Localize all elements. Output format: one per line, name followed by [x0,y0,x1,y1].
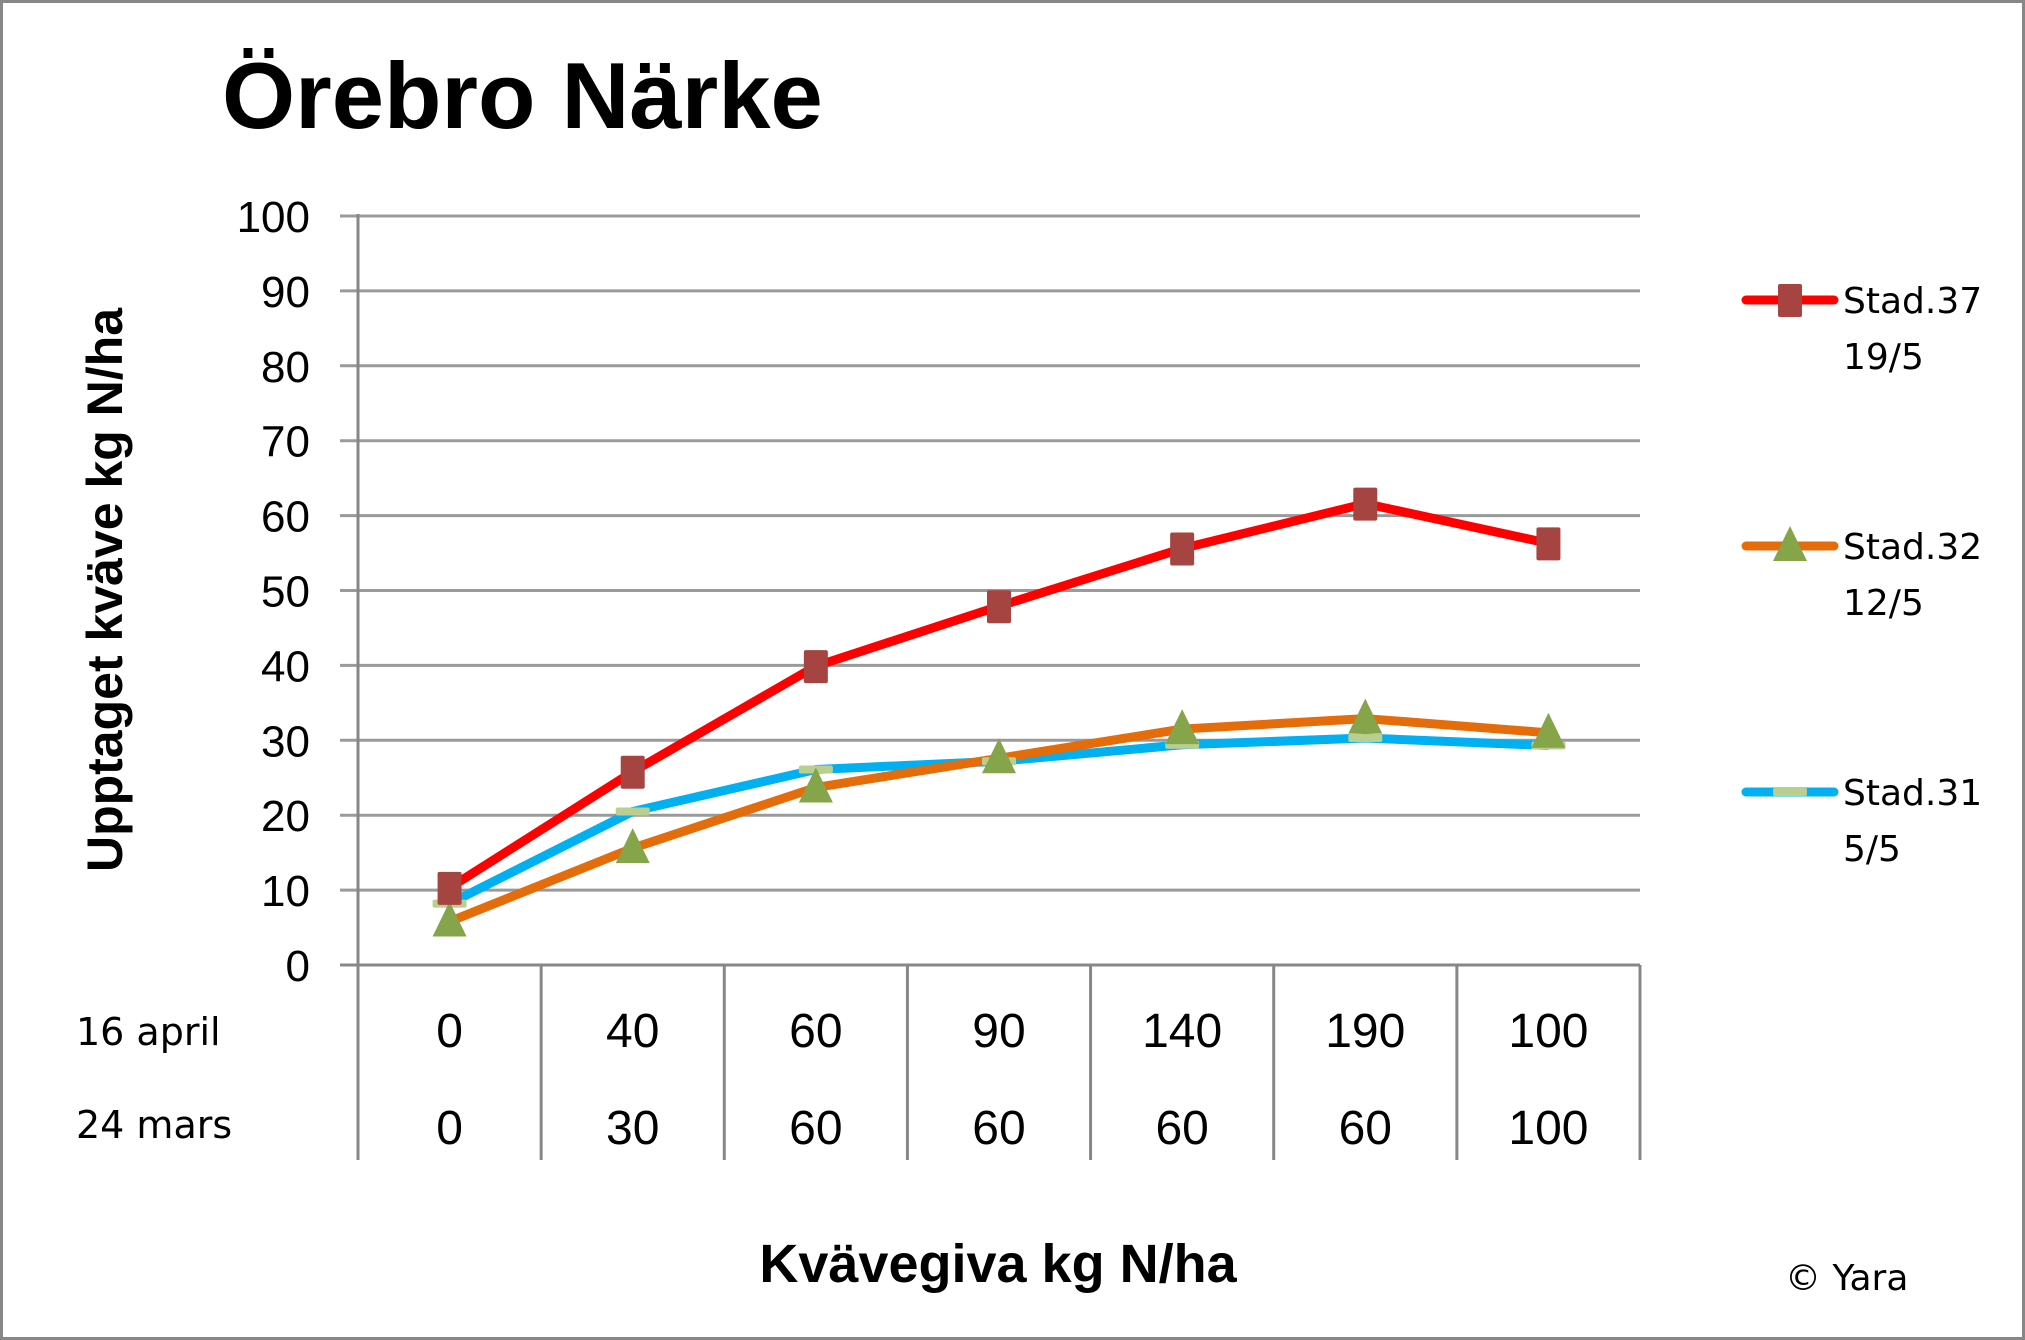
y-tick-label: 100 [237,193,310,242]
y-tick-label: 70 [261,418,310,467]
triangle-marker [1531,712,1566,748]
y-axis-label: Upptaget kväve kg N/ha [77,307,133,872]
y-tick-label: 10 [261,867,310,916]
category-label: 0 [436,1102,463,1155]
triangle-marker [1773,526,1807,561]
legend-sublabel: 12/5 [1843,583,1924,624]
category-label: 190 [1325,1005,1405,1058]
series-line [447,499,1550,892]
dash-marker [1348,734,1383,743]
square-marker [987,590,1011,624]
legend-sublabel: 5/5 [1843,829,1901,870]
y-tick-label: 50 [261,568,310,617]
triangle-marker [798,767,833,803]
legend-label: Stad.31 [1843,773,1982,814]
copyright-text: © Yara [1785,1258,1908,1299]
category-label: 100 [1508,1102,1588,1155]
series-stad-37 [447,499,1550,892]
gridlines [340,214,1640,967]
category-label: 100 [1508,1005,1588,1058]
legend-label: Stad.32 [1843,527,1982,568]
triangle-marker [432,901,467,937]
triangle-marker [615,828,650,864]
category-label: 140 [1142,1005,1222,1058]
category-label: 0 [436,1005,463,1058]
legend-item-stad-37: Stad.37 19/5 [1741,281,1982,378]
y-tick-label: 80 [261,343,310,392]
category-label: 60 [1155,1102,1208,1155]
category-label: 60 [789,1102,842,1155]
x-axis-label: Kvävegiva kg N/ha [759,1234,1237,1294]
legend-sublabel: 19/5 [1843,337,1924,378]
square-marker [620,755,645,789]
square-marker [1170,532,1195,566]
y-tick-label: 60 [261,493,310,542]
square-marker [1536,527,1561,561]
y-tick-label: 0 [286,942,310,991]
legend-label: Stad.37 [1843,281,1982,322]
triangle-marker [1348,698,1383,734]
legend-item-stad-31: Stad.31 5/5 [1741,773,1982,870]
legend: Stad.37 19/5 Stad.32 12/5 Stad.31 5/5 [1741,281,1982,870]
legend-item-stad-32: Stad.32 12/5 [1741,526,1982,624]
category-table: 16 april 0 40 60 90 140 190 100 24 mars 0 30 60 60 60… [76,965,1642,1160]
y-tick-label: 20 [261,792,310,841]
category-label: 60 [1339,1102,1392,1155]
chart-title: Örebro Närke [222,43,823,148]
square-marker [1353,487,1378,521]
dash-marker [1773,788,1807,796]
triangle-marker [982,738,1016,774]
y-axis-ticks: 0 10 20 30 40 50 60 70 80 90 100 [237,193,310,991]
category-label: 30 [606,1102,659,1155]
category-label: 60 [789,1005,842,1058]
category-row-label: 24 mars [76,1103,232,1147]
data-series [432,487,1566,937]
y-tick-label: 90 [261,268,310,317]
category-label: 60 [972,1102,1025,1155]
triangle-marker [1165,709,1200,745]
dash-marker [615,807,650,816]
category-row-label: 16 april [76,1010,221,1054]
square-marker [437,871,462,905]
square-marker [1778,284,1802,317]
category-label: 90 [972,1005,1025,1058]
category-label: 40 [606,1005,659,1058]
y-tick-label: 30 [261,717,310,766]
y-tick-label: 40 [261,642,310,691]
square-marker [803,650,828,684]
